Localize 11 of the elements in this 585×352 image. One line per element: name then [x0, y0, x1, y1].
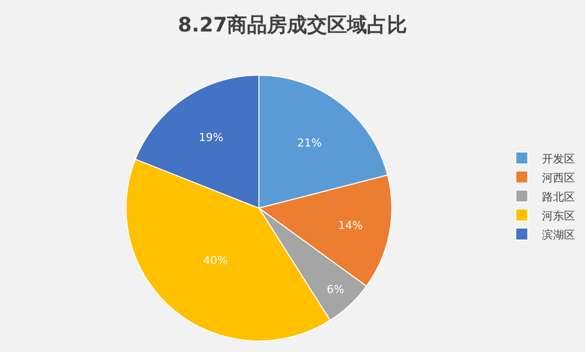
data-label: 6% — [326, 283, 344, 296]
data-label: 14% — [338, 219, 363, 232]
legend-label: 河东区 — [542, 209, 575, 222]
legend-label: 开发区 — [542, 152, 575, 166]
legend-label: 路北区 — [542, 190, 575, 204]
data-label: 40% — [203, 254, 228, 268]
legend-label: 河西区 — [542, 171, 575, 184]
data-label: 19% — [198, 131, 224, 144]
data-label: 21% — [297, 136, 322, 150]
legend-label: 滨湖区 — [542, 228, 575, 242]
chart-title: 8.27商品房成交区域占比 — [178, 12, 408, 37]
